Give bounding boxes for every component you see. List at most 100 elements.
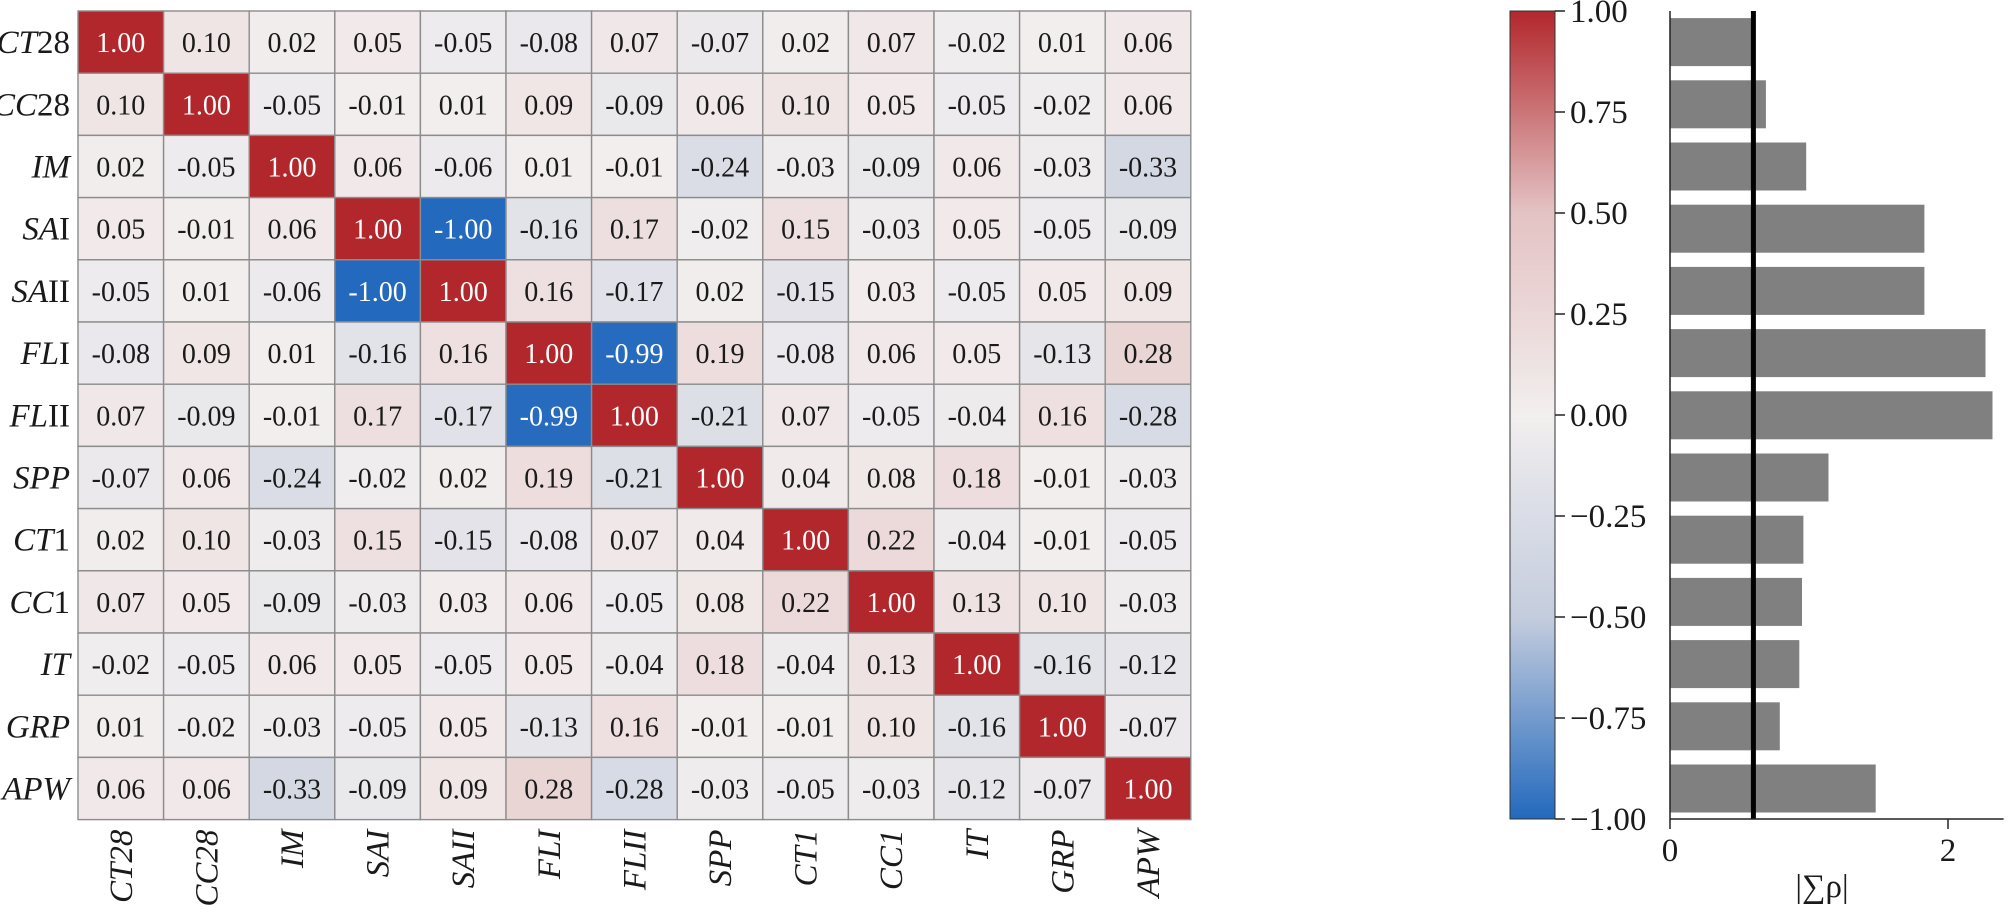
heatmap-cell [248,259,336,323]
cell-value-label: -0.05 [948,277,1006,308]
cell-value-label: 0.06 [268,215,317,246]
cell-value-label: 0.09 [524,90,573,121]
label-part: CT [13,523,56,559]
cell-value-label: -0.21 [605,464,663,495]
heatmap-cell [590,72,678,137]
heatmap-cell [676,756,764,821]
cell-value-label: 0.05 [952,215,1001,246]
cell-value-label: 1.00 [867,588,916,619]
heatmap-cell [505,10,593,74]
label-part: 28 [37,87,70,123]
cell-value-label: -0.13 [1033,339,1091,370]
cell-value-label: -0.05 [348,712,406,743]
cell-value-label: 0.05 [96,215,145,246]
cell-value-label: -0.09 [263,588,321,619]
cell-value-label: -1.00 [348,277,406,308]
cell-value-label: -0.05 [1033,215,1091,246]
label-part: FL [19,336,59,372]
colorbar-tick-label: −0.25 [1570,499,1646,535]
cell-value-label: -0.13 [520,712,578,743]
heatmap-cell [1104,259,1192,323]
cell-value-label: 0.06 [1124,28,1173,59]
heatmap-cell [505,570,593,634]
label-part: APW [0,772,72,808]
label-part: GRP [1045,830,1081,894]
heatmap-cell [1018,507,1106,572]
label-part: I [59,336,70,372]
bar [1670,329,1986,378]
colorbar-tick-label: 0.00 [1570,398,1628,434]
cell-value-label: 0.01 [268,339,317,370]
heatmap-cell [419,134,507,199]
cell-value-label: 0.07 [96,588,145,619]
cell-value-label: -0.01 [348,90,406,121]
cell-value-label: -0.06 [434,153,492,184]
cell-value-label: 0.10 [781,90,830,121]
heatmap-cell [933,507,1021,572]
heatmap-cell [334,259,422,323]
label-part: SA [11,274,49,310]
heatmap-cell [847,756,935,821]
column-label: APW [1131,827,1167,899]
cell-value-label: -0.03 [348,588,406,619]
heatmap-cell [762,445,850,510]
heatmap-cell [248,196,336,261]
row-label: FLI [19,336,70,372]
heatmap-cell [847,321,935,385]
cell-value-label: 0.06 [182,464,231,495]
cell-value-label: 0.02 [268,28,317,59]
cell-value-label: -0.05 [948,90,1006,121]
heatmap-cell [77,259,165,323]
label-part: CC [0,87,38,123]
bar [1670,702,1780,751]
cell-value-label: 0.16 [610,712,659,743]
heatmap-cell [248,72,336,137]
heatmap-cell [162,570,250,634]
label-part: IT [960,827,996,860]
cell-value-label: 0.19 [524,464,573,495]
cell-value-label: -0.03 [263,712,321,743]
heatmap-cell [419,445,507,510]
cell-value-label: 0.01 [96,712,145,743]
cell-value-label: -0.06 [263,277,321,308]
cell-value-label: 0.06 [696,90,745,121]
heatmap-cell [1018,10,1106,74]
column-label: FLII [617,828,653,892]
cell-value-label: 0.01 [439,90,488,121]
cell-value-label: 0.06 [268,650,317,681]
heatmap-cell [762,259,850,323]
cell-value-label: 0.19 [696,339,745,370]
cell-value-label: -0.01 [605,153,663,184]
heatmap-cell [1018,694,1106,759]
cell-value-label: -0.08 [520,526,578,557]
heatmap-cell [505,383,593,448]
cell-value-label: -0.03 [1119,588,1177,619]
column-label: SPP [703,830,739,887]
heatmap-cell [762,507,850,572]
cell-value-label: 1.00 [952,650,1001,681]
cell-value-label: -0.28 [1119,401,1177,432]
bar [1670,453,1829,502]
heatmap-cell [419,570,507,634]
heatmap-cell [676,72,764,137]
cell-value-label: -0.01 [691,712,749,743]
heatmap-cell [162,10,250,74]
colorbar-tick-label: −1.00 [1570,802,1646,838]
heatmap-cell [248,134,336,199]
cell-value-label: -0.33 [263,775,321,806]
cell-value-label: -0.07 [1033,775,1091,806]
heatmap-cell [505,196,593,261]
column-label: CC28 [189,829,225,907]
cell-value-label: 0.18 [696,650,745,681]
cell-value-label: -0.09 [862,153,920,184]
cell-value-label: 0.05 [952,339,1001,370]
heatmap-cell [590,321,678,385]
heatmap-cell [847,72,935,137]
heatmap-cell [1104,632,1192,696]
cell-value-label: -0.05 [263,90,321,121]
heatmap-cell [1018,756,1106,821]
heatmap-cell [676,507,764,572]
heatmap-cell [77,196,165,261]
heatmap-cell [419,383,507,448]
heatmap-cell [334,321,422,385]
